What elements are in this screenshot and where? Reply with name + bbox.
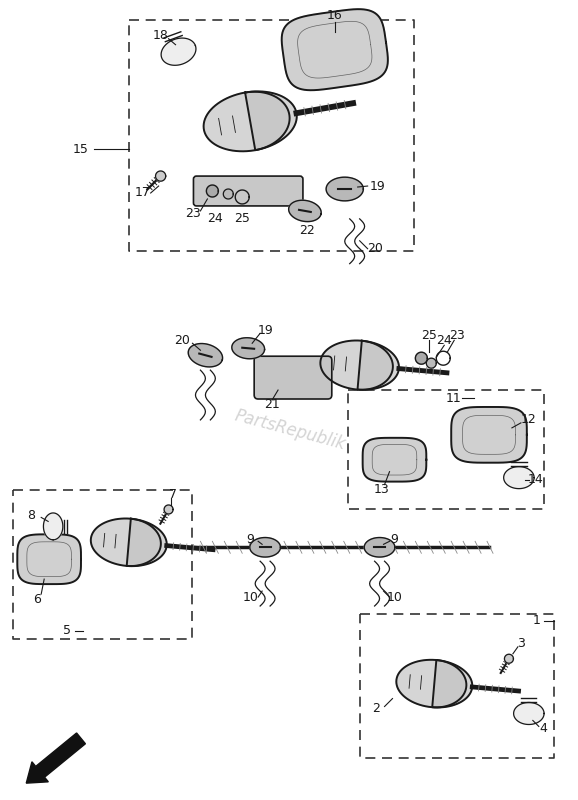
Polygon shape: [250, 538, 280, 557]
Text: 18: 18: [153, 30, 169, 42]
Text: 10: 10: [242, 590, 258, 603]
Polygon shape: [358, 341, 393, 390]
FancyBboxPatch shape: [194, 176, 303, 206]
Text: 1: 1: [533, 614, 541, 627]
Text: 20: 20: [366, 242, 383, 255]
Polygon shape: [427, 358, 436, 368]
Text: 9: 9: [391, 533, 398, 546]
Text: 11: 11: [445, 391, 461, 405]
Text: 25: 25: [421, 329, 438, 342]
Text: 5: 5: [63, 624, 71, 638]
Polygon shape: [505, 654, 513, 663]
Polygon shape: [320, 341, 399, 390]
Polygon shape: [223, 189, 234, 199]
Text: 19: 19: [257, 324, 273, 337]
Polygon shape: [155, 171, 166, 181]
Text: 16: 16: [327, 10, 343, 22]
Polygon shape: [188, 343, 223, 367]
Text: 19: 19: [370, 179, 386, 193]
Text: 3: 3: [517, 638, 525, 650]
Polygon shape: [416, 352, 427, 364]
Polygon shape: [203, 91, 297, 151]
Polygon shape: [164, 505, 173, 514]
FancyBboxPatch shape: [254, 356, 332, 399]
Polygon shape: [364, 538, 395, 557]
Text: PartsRepublik: PartsRepublik: [232, 406, 347, 454]
Text: 14: 14: [528, 473, 544, 486]
Polygon shape: [397, 660, 472, 707]
Polygon shape: [232, 338, 265, 358]
Text: 12: 12: [521, 414, 537, 426]
Text: 7: 7: [169, 488, 176, 501]
Polygon shape: [451, 407, 527, 462]
Polygon shape: [432, 660, 466, 707]
Polygon shape: [245, 92, 290, 150]
Polygon shape: [503, 466, 534, 489]
Text: 6: 6: [34, 593, 41, 606]
Text: 2: 2: [372, 702, 380, 715]
Polygon shape: [514, 702, 544, 725]
Text: 23: 23: [449, 329, 465, 342]
Text: 23: 23: [186, 207, 201, 220]
Text: 22: 22: [299, 224, 315, 238]
Text: 21: 21: [264, 398, 280, 411]
Text: 8: 8: [27, 509, 35, 522]
Text: 10: 10: [387, 590, 402, 603]
Text: 4: 4: [540, 722, 548, 735]
Text: 15: 15: [73, 142, 89, 156]
Polygon shape: [161, 38, 196, 66]
Text: 25: 25: [234, 212, 250, 226]
FancyArrow shape: [26, 733, 86, 783]
Polygon shape: [362, 438, 427, 482]
Text: 9: 9: [246, 533, 254, 546]
Polygon shape: [281, 9, 388, 90]
Text: 20: 20: [175, 334, 191, 346]
Polygon shape: [17, 534, 81, 584]
Text: 24: 24: [208, 212, 223, 226]
Polygon shape: [43, 513, 63, 540]
Text: 24: 24: [436, 334, 452, 346]
Polygon shape: [206, 185, 218, 197]
Polygon shape: [326, 177, 364, 201]
Text: 17: 17: [135, 186, 151, 199]
Polygon shape: [127, 518, 161, 566]
Polygon shape: [91, 518, 166, 566]
Polygon shape: [288, 200, 321, 222]
Text: 13: 13: [374, 483, 390, 496]
